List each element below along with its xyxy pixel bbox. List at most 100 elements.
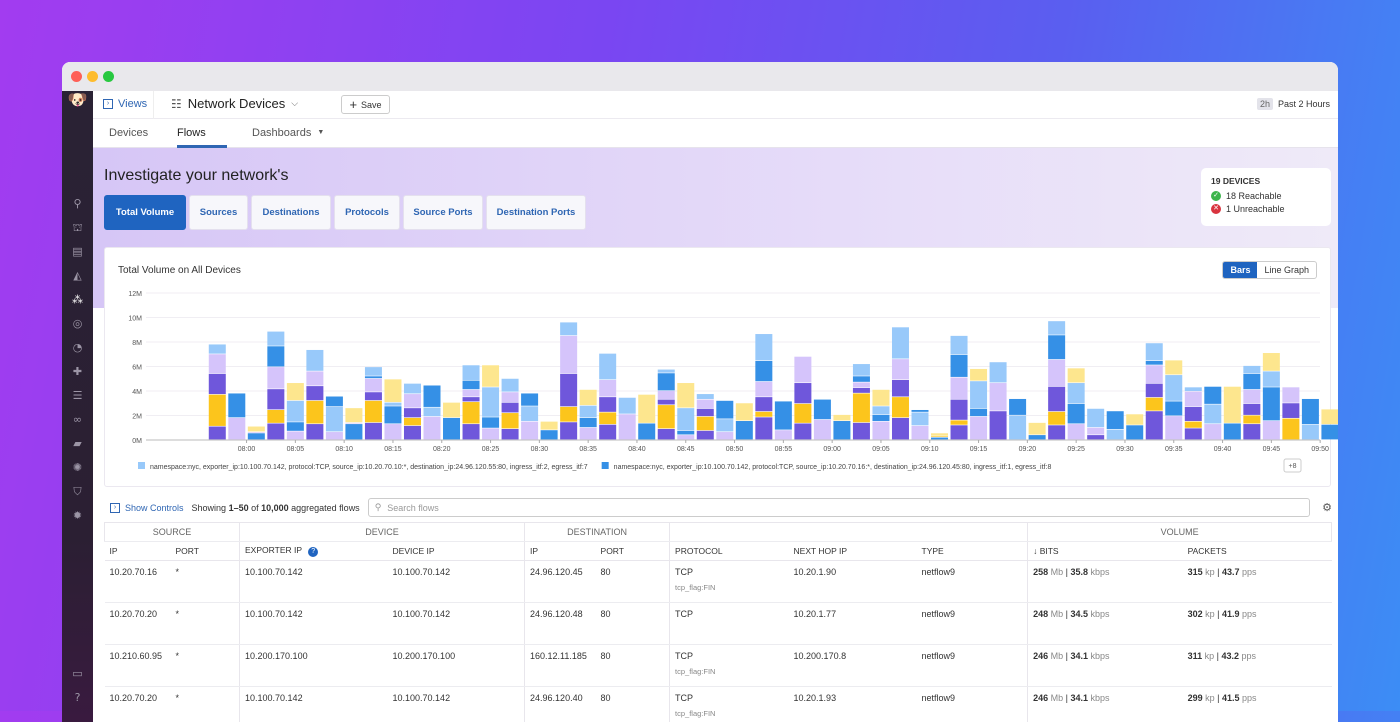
bar-segment xyxy=(951,425,968,439)
bar-segment xyxy=(209,427,226,440)
bar-segment xyxy=(697,409,714,416)
bar-segment xyxy=(404,426,421,439)
cell-exporter-ip: 10.200.170.100 xyxy=(240,645,388,687)
bar-segment xyxy=(1185,422,1202,428)
bar-segment xyxy=(1009,416,1026,440)
bits-value: 248 xyxy=(1033,609,1048,619)
x-tick-label: 08:35 xyxy=(579,446,597,453)
bar-segment xyxy=(1146,398,1163,411)
bar-segment xyxy=(1204,424,1221,439)
show-controls-button[interactable]: › Show Controls xyxy=(110,498,184,517)
bar-segment xyxy=(814,420,831,440)
cell-dst-port: 80 xyxy=(596,645,670,687)
col-packets[interactable]: PACKETS xyxy=(1183,542,1332,561)
bar-segment xyxy=(1185,387,1202,391)
col-src-port[interactable]: PORT xyxy=(171,542,240,561)
cell-dst-ip: 160.12.11.185 xyxy=(525,645,596,687)
bar-segment xyxy=(1263,353,1280,371)
pps-unit: pps xyxy=(1242,567,1257,577)
search-flows-input[interactable]: ⚲ Search flows xyxy=(368,498,1310,517)
pps-value: 43.7 xyxy=(1222,567,1240,577)
bar-segment xyxy=(424,417,441,440)
bar-segment xyxy=(736,403,753,420)
bar-segment xyxy=(853,376,870,382)
pps-unit: pps xyxy=(1242,651,1257,661)
summary-range: 1–50 xyxy=(229,503,249,513)
x-tick-label: 08:45 xyxy=(677,446,695,453)
bar-segment xyxy=(1048,412,1065,425)
bar-segment xyxy=(1321,409,1338,424)
bar-segment xyxy=(1165,416,1182,439)
bar-segment xyxy=(872,406,889,414)
table-row[interactable]: 10.20.70.16 * 10.100.70.142 10.100.70.14… xyxy=(105,561,1332,603)
bar-segment xyxy=(209,344,226,353)
summary-prefix: Showing xyxy=(192,503,229,513)
bar-segment xyxy=(1048,425,1065,439)
bar-segment xyxy=(638,423,655,439)
table-row[interactable]: 10.210.60.95 * 10.200.170.100 10.200.170… xyxy=(105,645,1332,687)
col-next-hop[interactable]: NEXT HOP IP xyxy=(789,542,917,561)
bar-segment xyxy=(306,371,323,385)
packets-unit: kp xyxy=(1205,693,1215,703)
col-src-ip[interactable]: IP xyxy=(105,542,171,561)
bar-segment xyxy=(1165,375,1182,401)
bar-segment xyxy=(814,400,831,420)
cell-bits: 258 Mb | 35.8 kbps xyxy=(1028,561,1183,603)
y-tick-label: 4M xyxy=(132,389,142,396)
bar-segment xyxy=(287,422,304,431)
bar-segment xyxy=(1029,435,1046,439)
rate-unit: kbps xyxy=(1091,609,1110,619)
col-exporter-ip[interactable]: EXPORTER IP ? xyxy=(240,542,388,561)
bar-segment xyxy=(872,415,889,421)
bar-segment xyxy=(443,403,460,418)
col-dst-ip[interactable]: IP xyxy=(525,542,596,561)
help-icon[interactable]: ? xyxy=(62,691,93,705)
panel-toggle-icon: › xyxy=(110,503,120,513)
cell-type: netflow9 xyxy=(917,645,1028,687)
bar-segment xyxy=(345,423,362,424)
table-row[interactable]: 10.20.70.20 * 10.100.70.142 10.100.70.14… xyxy=(105,687,1332,722)
col-dst-port[interactable]: PORT xyxy=(596,542,670,561)
bar-segment xyxy=(970,417,987,440)
x-tick-label: 09:05 xyxy=(872,446,890,453)
col-protocol[interactable]: PROTOCOL xyxy=(670,542,789,561)
cell-type: netflow9 xyxy=(917,603,1028,645)
bar-segment xyxy=(755,412,772,417)
bar-segment xyxy=(326,397,343,407)
legend-swatch xyxy=(602,462,609,469)
cell-src-ip: 10.20.70.20 xyxy=(105,603,171,645)
bar-segment xyxy=(912,410,929,412)
col-device-ip[interactable]: DEVICE IP xyxy=(388,542,525,561)
bar-segment xyxy=(326,432,343,439)
col-bits[interactable]: ↓ BITS xyxy=(1028,542,1183,561)
pps-value: 41.5 xyxy=(1222,693,1240,703)
cell-packets: 302 kp | 41.9 pps xyxy=(1183,603,1332,645)
chat-icon[interactable]: ▭ xyxy=(62,667,93,681)
y-tick-label: 2M xyxy=(132,414,142,421)
bar-segment xyxy=(463,402,480,423)
gear-bug-icon[interactable]: ✹ xyxy=(62,509,93,523)
x-tick-label: 08:05 xyxy=(287,446,305,453)
bar-segment xyxy=(580,406,597,418)
bar-segment xyxy=(599,380,616,397)
table-row[interactable]: 10.20.70.20 * 10.100.70.142 10.100.70.14… xyxy=(105,603,1332,645)
help-circle-icon[interactable]: ? xyxy=(308,547,318,557)
bar-segment xyxy=(521,393,538,405)
bar-segment xyxy=(1263,387,1280,420)
bar-segment xyxy=(755,397,772,411)
cell-device-ip: 10.100.70.142 xyxy=(388,603,525,645)
bar-segment xyxy=(951,420,968,424)
x-tick-label: 09:20 xyxy=(1019,446,1037,453)
bar-segment xyxy=(755,382,772,397)
bar-segment xyxy=(384,406,401,423)
summary-total: 10,000 xyxy=(261,503,289,513)
bar-segment xyxy=(209,374,226,394)
tcp-flag: tcp_flag:FIN xyxy=(675,709,784,718)
col-type[interactable]: TYPE xyxy=(917,542,1028,561)
bar-segment xyxy=(716,419,733,431)
bar-segment xyxy=(931,436,948,437)
settings-gear-icon[interactable]: ⚙ xyxy=(1322,498,1332,517)
packets-value: 315 xyxy=(1188,567,1203,577)
cell-src-port: * xyxy=(171,687,240,722)
bar-segment xyxy=(1243,404,1260,415)
